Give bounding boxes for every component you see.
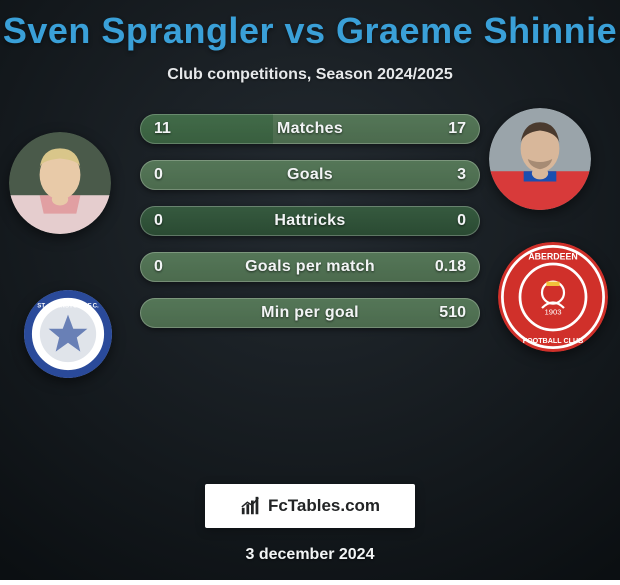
subtitle: Club competitions, Season 2024/2025 (0, 66, 620, 84)
stat-label: Hattricks (140, 206, 480, 236)
crest2-year: 1903 (544, 308, 561, 317)
player2-portrait (489, 108, 591, 210)
page-title: Sven Sprangler vs Graeme Shinnie (0, 0, 620, 52)
stat-label: Min per goal (140, 298, 480, 328)
title-player2: Graeme Shinnie (336, 10, 617, 51)
crest2-bottom-text: FOOTBALL CLUB (523, 337, 584, 345)
player1-portrait (9, 132, 111, 234)
player1-crest: ST. JOHNSTONE F.C. (24, 290, 112, 378)
brand-chart-icon (240, 495, 262, 517)
player2-crest: ABERDEEN FOOTBALL CLUB 1903 (498, 242, 608, 352)
title-vs: vs (274, 10, 336, 51)
brand-badge: FcTables.com (205, 484, 415, 528)
crest2-top-text: ABERDEEN (528, 252, 577, 262)
stat-label: Matches (140, 114, 480, 144)
comparison-stage: ST. JOHNSTONE F.C. (0, 108, 620, 448)
stat-bar: 03Goals (140, 160, 480, 190)
brand-text: FcTables.com (268, 496, 380, 516)
svg-text:ST. JOHNSTONE F.C.: ST. JOHNSTONE F.C. (37, 303, 99, 310)
title-player1: Sven Sprangler (3, 10, 274, 51)
stat-bar: 00.18Goals per match (140, 252, 480, 282)
content-root: Sven Sprangler vs Graeme Shinnie Club co… (0, 0, 620, 580)
stat-label: Goals (140, 160, 480, 190)
stat-bar: 510Min per goal (140, 298, 480, 328)
date-text: 3 december 2024 (0, 546, 620, 564)
stat-bar: 1117Matches (140, 114, 480, 144)
stat-label: Goals per match (140, 252, 480, 282)
stat-bar: 00Hattricks (140, 206, 480, 236)
stat-bars: 1117Matches 03Goals 00Hattricks 00.18Goals … (140, 114, 480, 344)
